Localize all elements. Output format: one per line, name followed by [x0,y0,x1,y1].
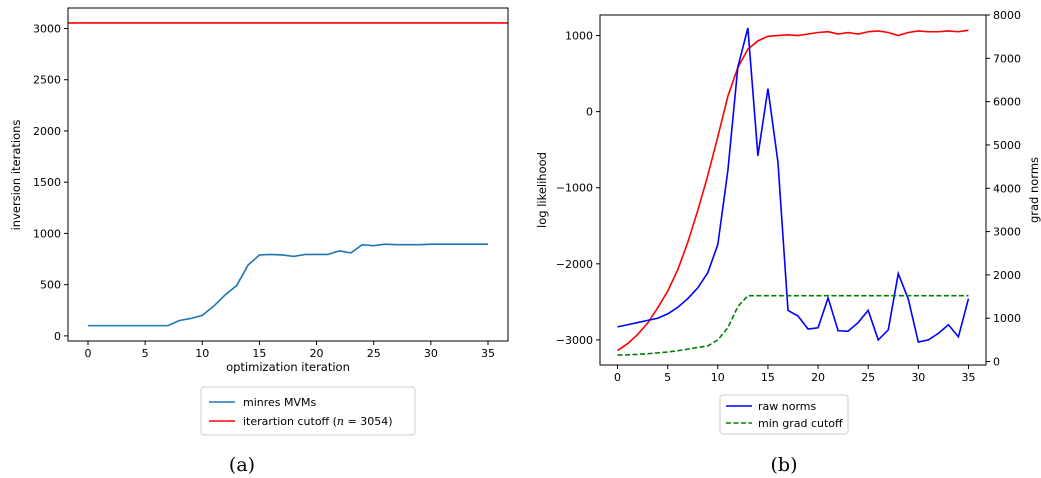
panel-b-left-ticks: 1000 0 −1000 −2000 −3000 [556,30,600,347]
panel-b-series-line-min-grad-cutoff [617,294,969,356]
panel-a-x-tick-label: 20 [310,347,324,360]
panel-a-legend: minres MVMs iterartion cutoff (n = 3054) [200,386,416,436]
panel-a-x-tick-label: 0 [85,347,92,360]
panel-b-right-tick-label: 5000 [993,139,1021,152]
panel-b-series-line-log-likelihood [617,29,969,352]
panel-a-caption: (a) [229,454,255,476]
panel-b-right-tick-label: 6000 [993,96,1021,109]
panel-b-series-line-raw-norms [617,27,970,343]
panel-b-left-tick-label: 0 [586,106,593,119]
panel-a-x-tick-label: 25 [367,347,381,360]
panel-a-y-tick-label: 500 [40,279,61,292]
panel-a-y-tick-label: 2500 [33,74,61,87]
panel-b-right-tick-label: 8000 [993,9,1021,22]
panel-b-right-tick-label: 3000 [993,226,1021,239]
panel-b-legend-label-raw-norms: raw norms [758,400,817,413]
panel-b-x-tick-label: 10 [711,371,725,384]
panel-b-right-tick-label: 4000 [993,182,1021,195]
panel-b-right-tick-label: 0 [993,356,1000,369]
panel-b-legend: raw norms min grad cutoff [719,394,849,435]
panel-a-y-tick-label: 0 [54,330,61,343]
panel-a-plot-area [68,22,508,327]
panel-b-right-axis-label: grad norms [1027,157,1041,223]
panel-b-left-tick-label: −3000 [556,334,593,347]
panel-b-caption: (b) [771,454,798,476]
panel-a-y-tick-label: 3000 [33,22,61,35]
panel-a-x-axis-label: optimization iteration [226,360,350,374]
panel-a-y-tick-label: 2000 [33,125,61,138]
panel-a-y-tick-label: 1500 [33,176,61,189]
panel-a-x-tick-label: 5 [142,347,149,360]
panel-a-axes-frame [67,7,509,342]
legend-cutoff-suffix: = 3054) [344,415,393,428]
panel-b-x-tick-label: 35 [961,371,975,384]
panel-b-right-tick-label: 1000 [993,312,1021,325]
panel-a-x-tick-label: 30 [424,347,438,360]
panel-b-left-tick-label: −2000 [556,258,593,271]
panel-b-x-tick-label: 5 [664,371,671,384]
panel-b-right-tick-label: 2000 [993,269,1021,282]
panel-a-x-tick-label: 35 [481,347,495,360]
panel-b-x-tick-label: 0 [614,371,621,384]
panel-b-right-tick-label: 7000 [993,52,1021,65]
panel-b-legend-label-min-grad: min grad cutoff [758,417,843,430]
legend-cutoff-prefix: iterartion cutoff ( [243,415,337,428]
panel-b-right-ticks: 0 1000 2000 3000 4000 5000 6000 7000 8000 [986,9,1021,369]
panel-b-x-tick-label: 30 [911,371,925,384]
panel-b-left-tick-label: 1000 [565,30,593,43]
panel-a-y-axis-label: inversion iterations [9,120,23,231]
panel-a-x-ticks: 0 5 10 15 20 25 30 35 [85,341,495,360]
panel-a-legend-box [200,386,416,436]
panel-a-x-tick-label: 10 [195,347,209,360]
panel-b-plot-area [617,27,970,356]
panel-a-series-minres-line [88,243,488,327]
panel-b-x-tick-label: 20 [811,371,825,384]
panel-b-left-tick-label: −1000 [556,182,593,195]
panel-b-legend-box [719,394,849,435]
panel-b-x-tick-label: 15 [761,371,775,384]
panel-a-y-tick-label: 1000 [33,227,61,240]
panel-a-y-ticks: 0 500 1000 1500 2000 2500 3000 [33,22,68,343]
panel-a-legend-label-minres: minres MVMs [243,396,317,409]
legend-cutoff-math: n [337,415,344,428]
panel-b-x-ticks: 0 5 10 15 20 25 30 35 [614,365,975,384]
panel-b-left-axis-label: log likelihood [535,152,549,228]
panel-b-x-tick-label: 25 [861,371,875,384]
panel-b-axes-frame [599,14,987,366]
panel-a: 0 5 10 15 20 25 30 35 050010001500200025003000 … [9,7,509,476]
panel-a-x-tick-label: 15 [252,347,266,360]
panel-a-legend-label-cutoff: iterartion cutoff (n = 3054) [243,415,393,428]
